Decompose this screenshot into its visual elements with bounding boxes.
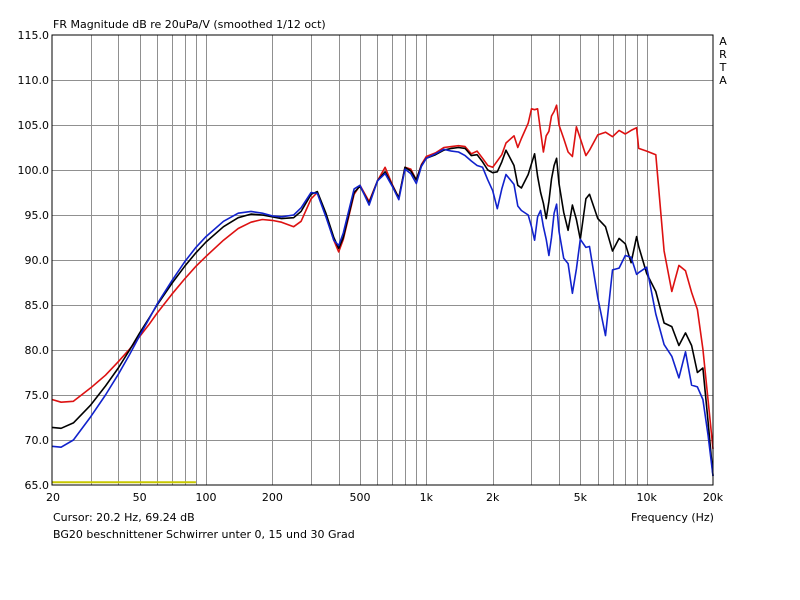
watermark-letter: T	[719, 61, 727, 74]
x-tick-label: 20	[46, 491, 60, 504]
x-axis-label: Frequency (Hz)	[631, 511, 714, 524]
x-tick-label: 20k	[703, 491, 724, 504]
y-tick-label: 100.0	[18, 164, 50, 177]
x-tick-label: 2k	[486, 491, 500, 504]
y-tick-label: 70.0	[25, 434, 50, 447]
y-tick-label: 85.0	[25, 299, 50, 312]
y-tick-label: 105.0	[18, 119, 50, 132]
watermark-letter: A	[719, 35, 727, 48]
x-tick-label: 1k	[420, 491, 434, 504]
x-tick-label: 100	[196, 491, 217, 504]
y-tick-label: 80.0	[25, 344, 50, 357]
y-tick-label: 75.0	[25, 389, 50, 402]
y-tick-label: 110.0	[18, 74, 50, 87]
series-line-red[interactable]	[51, 104, 714, 450]
y-tick-label: 65.0	[25, 479, 50, 492]
x-tick-label: 10k	[636, 491, 657, 504]
chart-title: FR Magnitude dB re 20uPa/V (smoothed 1/1…	[53, 18, 326, 31]
x-tick-label: 50	[133, 491, 147, 504]
series-line-black[interactable]	[51, 146, 714, 477]
plot-frame	[51, 34, 714, 486]
y-tick-label: 95.0	[25, 209, 50, 222]
series-line-blue[interactable]	[51, 148, 714, 477]
y-tick-label: 90.0	[25, 254, 50, 267]
y-tick-labels: 65.0 70.0 75.0 80.0 85.0 90.0 95.0 100.0 105.0 11…	[18, 29, 50, 492]
cursor-readout: Cursor: 20.2 Hz, 69.24 dB	[53, 511, 195, 524]
x-tick-label: 200	[262, 491, 283, 504]
watermark-letter: R	[719, 48, 727, 61]
series-lines[interactable]	[51, 104, 714, 477]
chart-caption: BG20 beschnittener Schwirrer unter 0, 15…	[53, 528, 355, 541]
y-tick-label: 115.0	[18, 29, 50, 42]
x-tick-label: 5k	[574, 491, 588, 504]
x-tick-label: 500	[350, 491, 371, 504]
arta-watermark: A R T A	[716, 35, 730, 87]
x-tick-labels: 20 50 100 200 500 1k 2k 5k 10k 20k	[46, 491, 724, 504]
watermark-letter: A	[719, 74, 727, 87]
grid-lines	[52, 35, 713, 485]
